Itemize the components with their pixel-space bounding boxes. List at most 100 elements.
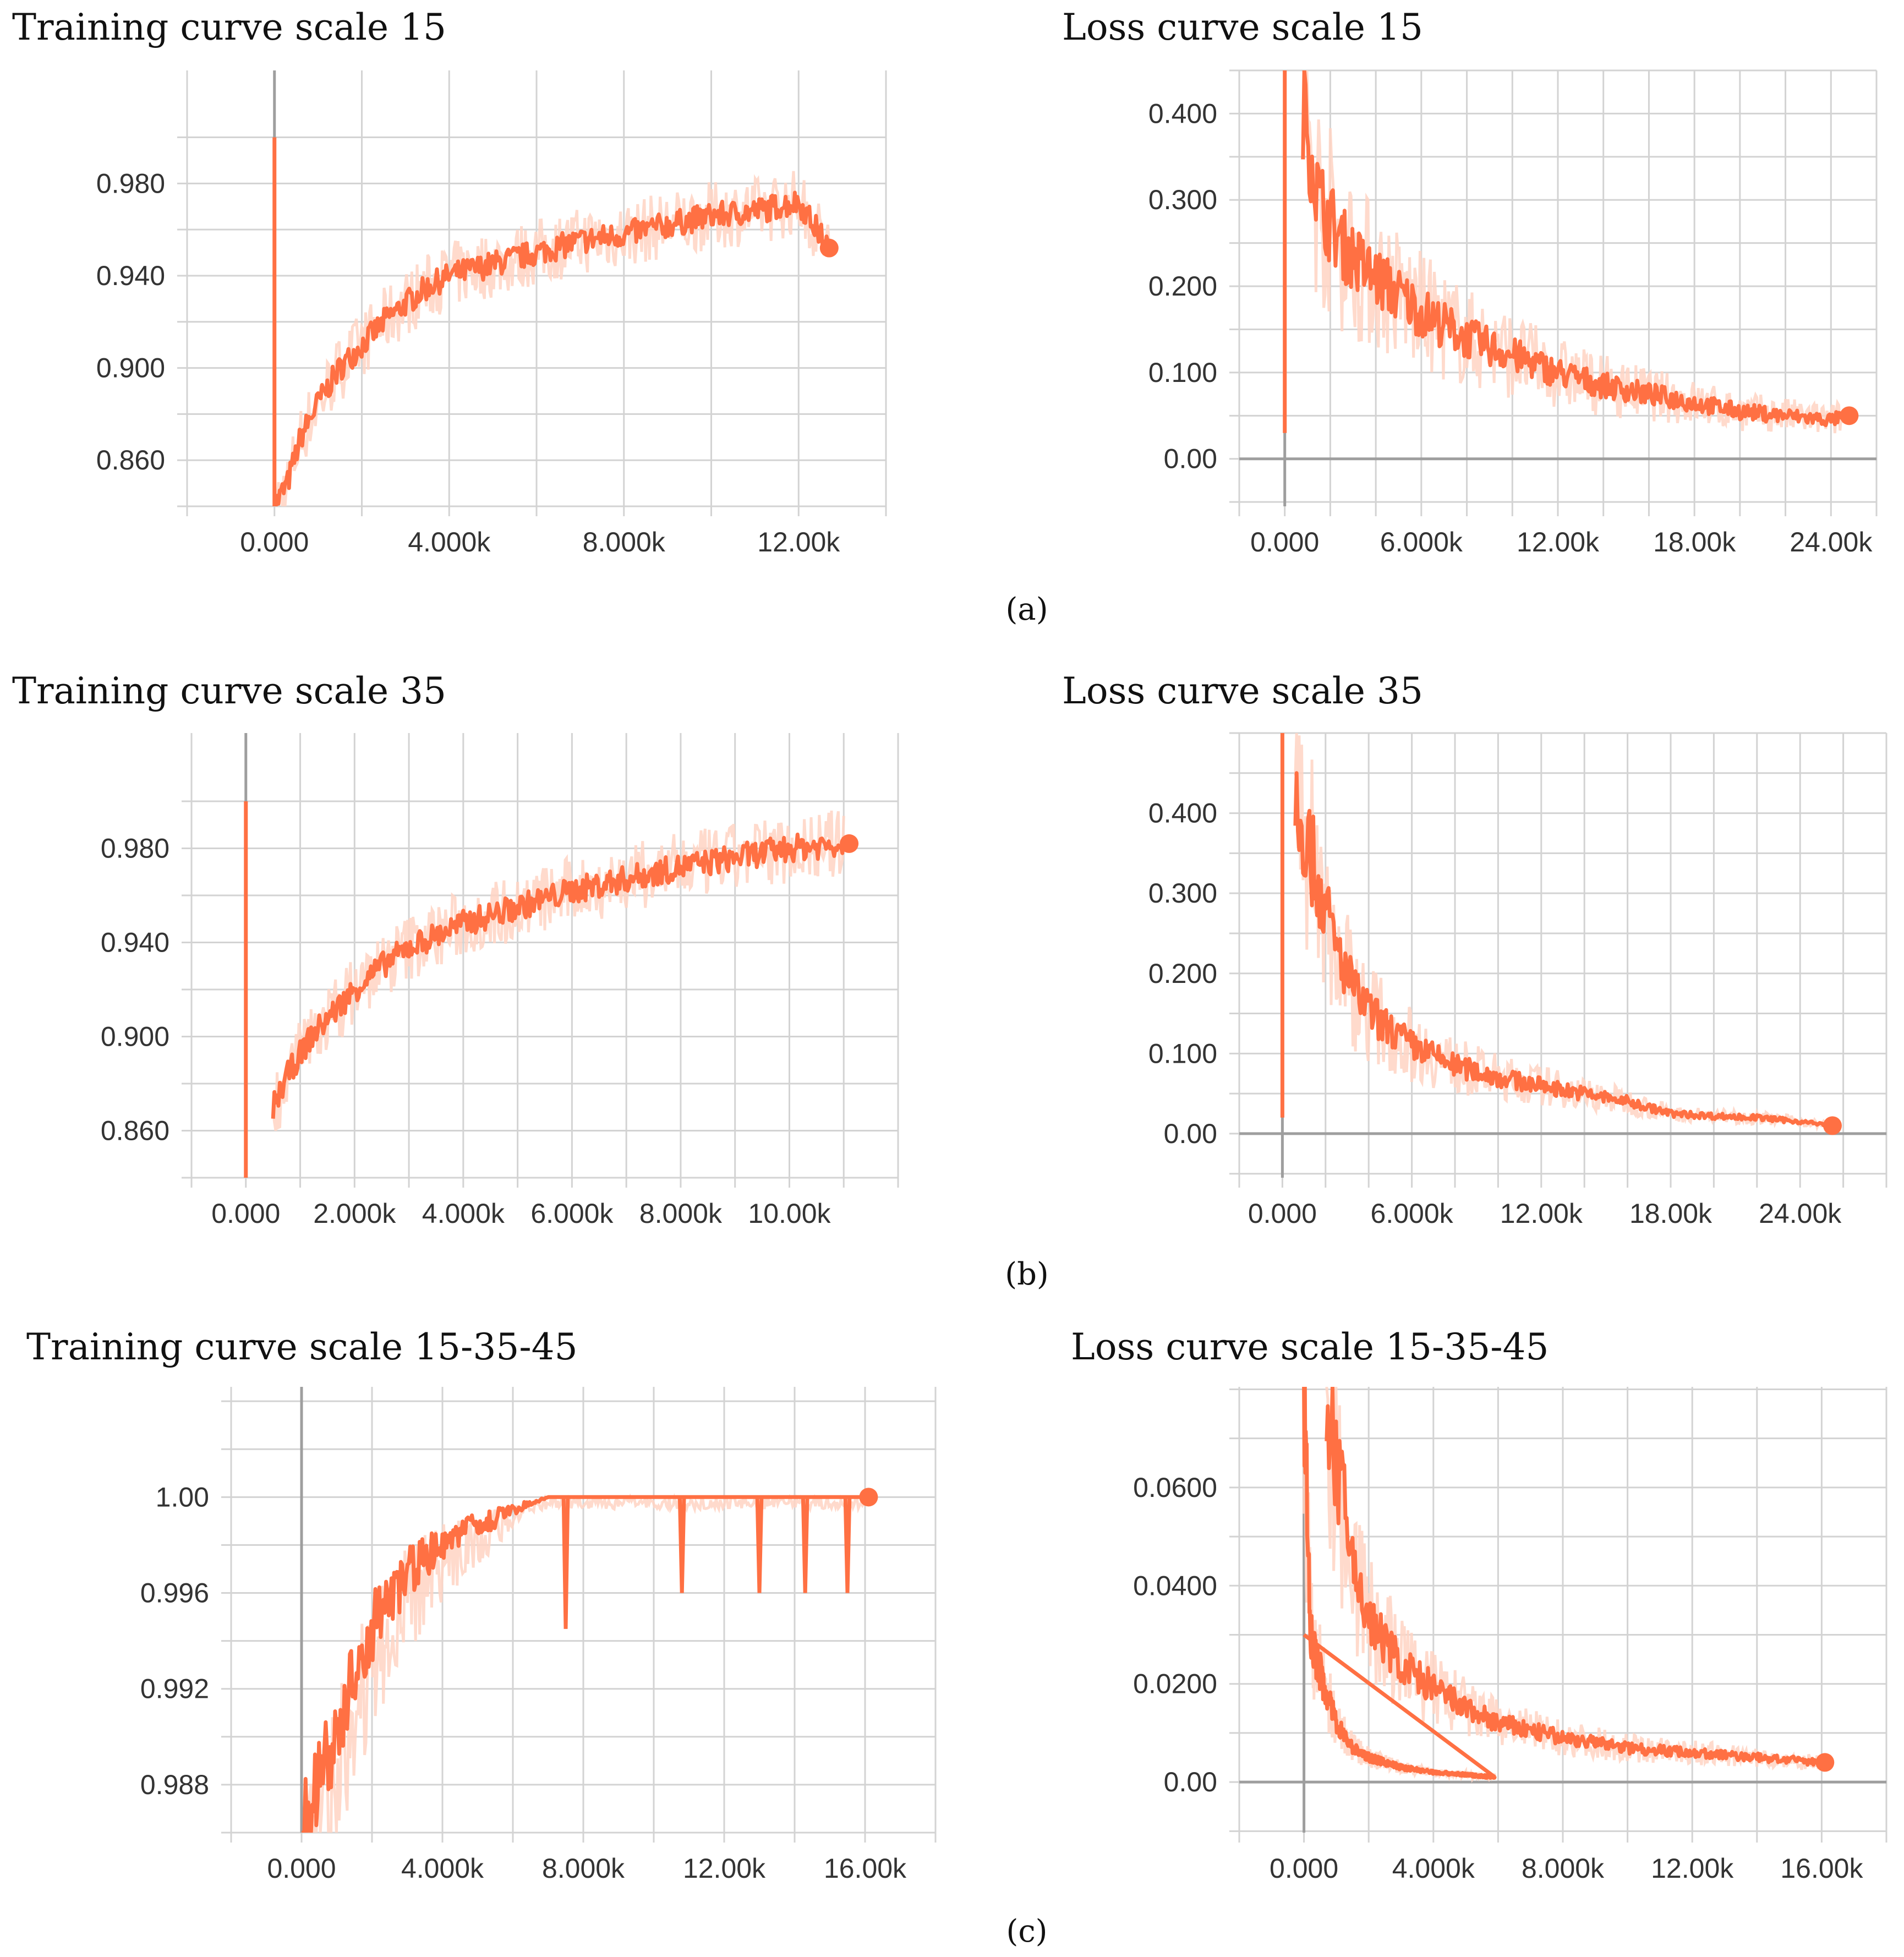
smoothed-series-line [1302, 1387, 1497, 1780]
accuracy-dip-line [755, 1497, 764, 1593]
x-tick-label: 0.000 [267, 1853, 336, 1884]
x-tick-label: 8.000k [583, 527, 666, 557]
connector-line [1303, 1633, 1496, 1779]
x-tick-label: 12.00k [1517, 527, 1600, 557]
plot-area [1280, 733, 1834, 1133]
y-tick-label: 0.00 [1164, 444, 1217, 474]
raw-series-line [1301, 70, 1851, 434]
x-tick-label: 8.000k [542, 1853, 625, 1884]
x-tick-label: 4.000k [401, 1853, 484, 1884]
chart-title-a-loss: Loss curve scale 15 [1062, 6, 1423, 48]
chart-3: 0.000 6.000k 12.00k 18.00k 24.00k 0.00 0.100 0.… [1148, 732, 1887, 1229]
x-tick-label: 8.000k [639, 1198, 723, 1229]
x-tick-label: 18.00k [1653, 527, 1736, 557]
series-end-marker [819, 238, 839, 258]
caption-c: (c) [1006, 1914, 1047, 1949]
chart-title-b-training: Training curve scale 35 [12, 670, 446, 712]
raw-series-line [1325, 1387, 1823, 1771]
y-tick-label: 0.900 [101, 1021, 169, 1052]
x-tick-label: 6.000k [1371, 1198, 1454, 1229]
y-tick-label: 0.300 [1148, 878, 1217, 909]
y-tick-label: 0.200 [1148, 271, 1217, 302]
accuracy-dip-line [561, 1497, 570, 1629]
y-tick-label: 0.996 [140, 1578, 209, 1609]
x-tick-label: 2.000k [313, 1198, 396, 1229]
chart-0: 0.000 4.000k 8.000k 12.00k 0.860 0.900 0.940 0.… [96, 70, 887, 557]
chart-title-c-training: Training curve scale 15-35-45 [26, 1326, 578, 1368]
smoothed-series-line [1325, 1387, 1824, 1767]
x-tick-label: 12.00k [757, 527, 840, 557]
smoothed-series-line [1293, 771, 1834, 1129]
y-tick-label: 0.980 [101, 833, 169, 863]
plot-area [272, 137, 831, 506]
series-end-marker [1815, 1753, 1835, 1772]
y-tick-label: 0.400 [1148, 98, 1217, 129]
accuracy-dip-line [677, 1497, 686, 1593]
y-tick-label: 0.400 [1148, 798, 1217, 829]
y-tick-label: 0.0400 [1133, 1570, 1217, 1601]
y-tick-label: 0.940 [101, 927, 169, 958]
y-tick-label: 0.00 [1164, 1767, 1217, 1797]
series-end-marker [840, 834, 859, 853]
chart-title-c-loss: Loss curve scale 15-35-45 [1071, 1326, 1549, 1368]
raw-series-line [1294, 733, 1834, 1133]
y-tick-label: 0.860 [101, 1115, 169, 1146]
x-tick-label: 0.000 [211, 1198, 280, 1229]
x-tick-label: 18.00k [1629, 1198, 1712, 1229]
plot-area [244, 801, 846, 1178]
plot-area [300, 1493, 867, 1833]
y-tick-label: 0.300 [1148, 184, 1217, 215]
caption-b: (b) [1005, 1256, 1049, 1292]
y-tick-label: 0.940 [96, 260, 165, 291]
caption-a: (a) [1005, 592, 1048, 627]
x-tick-label: 24.00k [1759, 1198, 1842, 1229]
y-tick-label: 0.00 [1164, 1118, 1217, 1149]
smoothed-series-line [1301, 70, 1851, 428]
x-tick-label: 4.000k [1392, 1853, 1475, 1884]
chart-title-b-loss: Loss curve scale 35 [1062, 670, 1423, 712]
x-tick-label: 6.000k [530, 1198, 614, 1229]
x-tick-label: 0.000 [1250, 527, 1319, 557]
y-tick-label: 0.100 [1148, 1038, 1217, 1069]
x-tick-label: 8.000k [1522, 1853, 1605, 1884]
y-tick-label: 0.980 [96, 168, 165, 199]
plot-area [1283, 70, 1851, 434]
chart-5: 0.000 4.000k 8.000k 12.00k 16.00k 0.00 0.0200 0… [1133, 1387, 1887, 1884]
y-tick-label: 0.0200 [1133, 1669, 1217, 1699]
chart-2: 0.000 2.000k 4.000k 6.000k 8.000k 10.00k 0.860… [101, 733, 899, 1229]
x-tick-label: 10.00k [748, 1198, 831, 1229]
raw-series-line [302, 1493, 867, 1833]
y-tick-label: 0.0600 [1133, 1472, 1217, 1503]
series-end-marker [1823, 1116, 1842, 1135]
chart-title-a-training: Training curve scale 15 [12, 6, 446, 48]
x-tick-label: 16.00k [1780, 1853, 1863, 1884]
x-tick-label: 0.000 [1248, 1198, 1317, 1229]
series-end-marker [1840, 406, 1859, 425]
y-tick-label: 0.900 [96, 353, 165, 384]
chart-1: 0.000 6.000k 12.00k 18.00k 24.00k 0.00 0.100 0.… [1148, 69, 1878, 557]
raw-series-line [273, 171, 831, 506]
plots-layer: 0.000 4.000k 8.000k 12.00k0.8600.9000.9400.… [96, 69, 1887, 1884]
smoothed-series-line [300, 1495, 866, 1833]
chart-4: 0.000 4.000k 8.000k 12.00k 16.00k 0.988 0.992 0… [140, 1387, 937, 1884]
y-tick-label: 0.860 [96, 445, 165, 475]
x-tick-label: 0.000 [240, 527, 309, 557]
x-tick-label: 16.00k [824, 1853, 907, 1884]
y-tick-label: 0.988 [140, 1769, 209, 1800]
x-tick-label: 12.00k [1500, 1198, 1583, 1229]
x-tick-label: 12.00k [683, 1853, 766, 1884]
accuracy-dip-line [843, 1497, 852, 1593]
accuracy-dip-line [801, 1497, 809, 1593]
plot-area [1302, 1387, 1824, 1783]
y-tick-label: 0.992 [140, 1674, 209, 1704]
x-tick-label: 4.000k [422, 1198, 505, 1229]
x-tick-label: 12.00k [1651, 1853, 1734, 1884]
x-tick-label: 24.00k [1790, 527, 1873, 557]
y-tick-label: 0.200 [1148, 958, 1217, 989]
x-tick-label: 0.000 [1270, 1853, 1338, 1884]
x-tick-label: 6.000k [1380, 527, 1463, 557]
y-tick-label: 1.00 [156, 1482, 209, 1512]
series-end-marker [859, 1488, 878, 1507]
y-tick-label: 0.100 [1148, 357, 1217, 388]
